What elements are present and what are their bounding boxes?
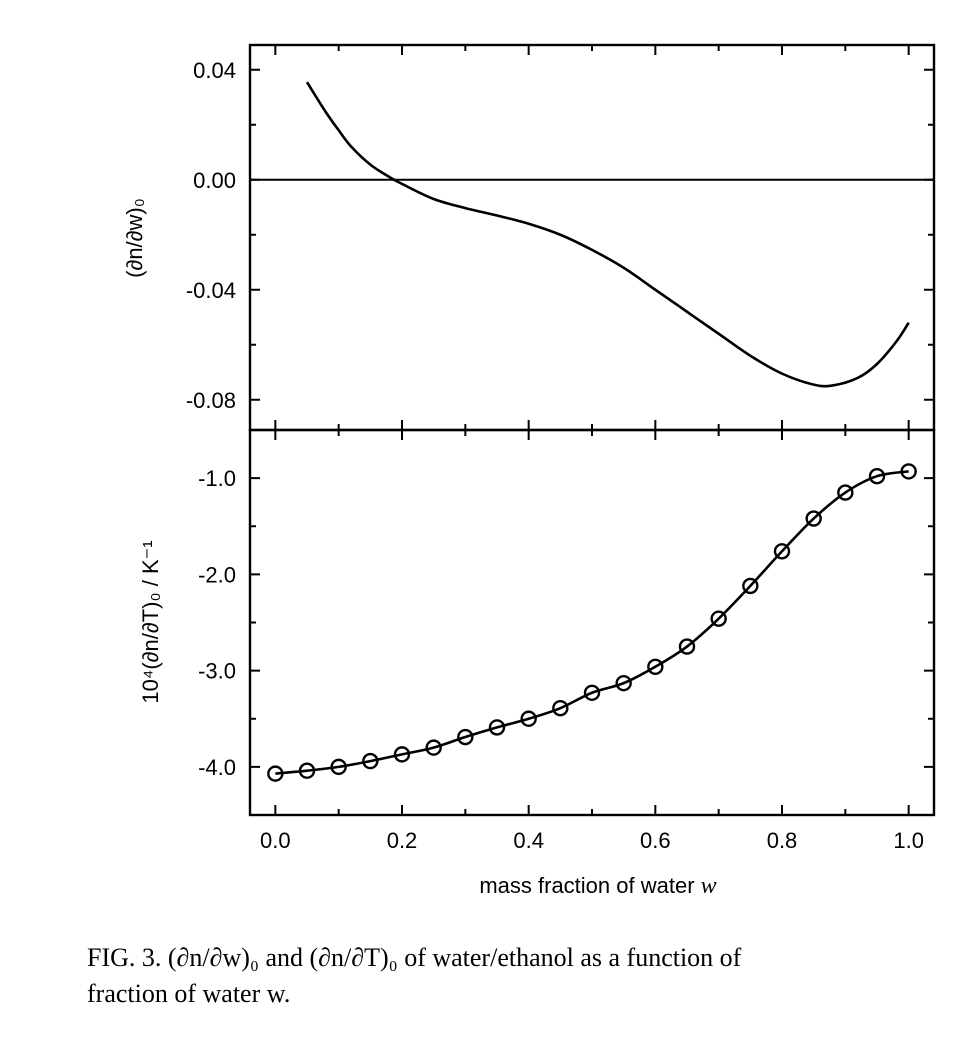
data-point	[298, 762, 316, 779]
axis-titles: mass fraction of water w (∂n/∂w)₀ 10⁴(∂n/∂…	[122, 198, 717, 899]
data-point	[583, 684, 601, 701]
x-axis-title: mass fraction of water w	[479, 873, 716, 899]
bottom-xtick-label: 0.0	[260, 828, 291, 853]
data-point	[678, 638, 696, 655]
bottom-xtick-label: 1.0	[893, 828, 924, 853]
data-point	[425, 739, 442, 756]
data-point	[805, 510, 822, 527]
top-ytick-label: -0.04	[186, 278, 236, 303]
data-point	[647, 658, 664, 675]
data-point	[457, 728, 474, 746]
figure: 0.04 0.00 -0.04 -0.08 -1.0 -2.0 -3.0 -4.0 0.0 0.…	[122, 43, 936, 899]
bottom-ytick-label: -2.0	[198, 562, 236, 587]
bottom-y-axis-title: 10⁴(∂n/∂T)₀ / K⁻¹	[138, 540, 163, 703]
data-point	[900, 463, 917, 480]
top-ytick-label: -0.08	[186, 388, 236, 413]
bottom-ytick-label: -3.0	[198, 659, 236, 684]
caption-line-2: fraction of water w.	[87, 979, 291, 1008]
top-ytick-label: 0.04	[193, 58, 236, 83]
bottom-fit-line	[275, 470, 909, 775]
data-point	[488, 719, 506, 736]
top-ytick-label: 0.00	[193, 168, 236, 193]
data-point	[710, 610, 727, 627]
caption-line-1: FIG. 3. (∂n/∂w)₀ and (∂n/∂T)₀ of water/e…	[87, 943, 742, 972]
bottom-xtick-label: 0.6	[640, 828, 671, 853]
data-point	[330, 758, 347, 776]
data-point	[742, 577, 759, 595]
data-point	[868, 468, 886, 485]
data-point	[520, 710, 537, 727]
top-panel: 0.04 0.00 -0.04 -0.08	[186, 43, 936, 432]
figure-caption: FIG. 3. (∂n/∂w)₀ and (∂n/∂T)₀ of water/e…	[87, 940, 947, 1012]
bottom-xtick-label: 0.4	[513, 828, 544, 853]
data-point	[773, 543, 791, 560]
data-point	[837, 484, 854, 501]
data-point	[362, 752, 379, 770]
bottom-ytick-label: -1.0	[198, 466, 236, 491]
top-y-axis-title: (∂n/∂w)₀	[122, 198, 147, 278]
bottom-xtick-label: 0.2	[387, 828, 418, 853]
data-point	[267, 765, 284, 782]
bottom-xtick-label: 0.8	[767, 828, 798, 853]
top-series-line	[305, 81, 910, 388]
bottom-ytick-label: -4.0	[198, 755, 236, 780]
data-point	[393, 746, 411, 763]
bottom-panel: -1.0 -2.0 -3.0 -4.0 0.0 0.2 0.4 0.6 0.8 1.0	[198, 428, 936, 853]
data-point	[552, 699, 569, 717]
data-point	[615, 674, 632, 692]
top-frame	[248, 43, 936, 432]
bottom-frame	[248, 428, 936, 817]
